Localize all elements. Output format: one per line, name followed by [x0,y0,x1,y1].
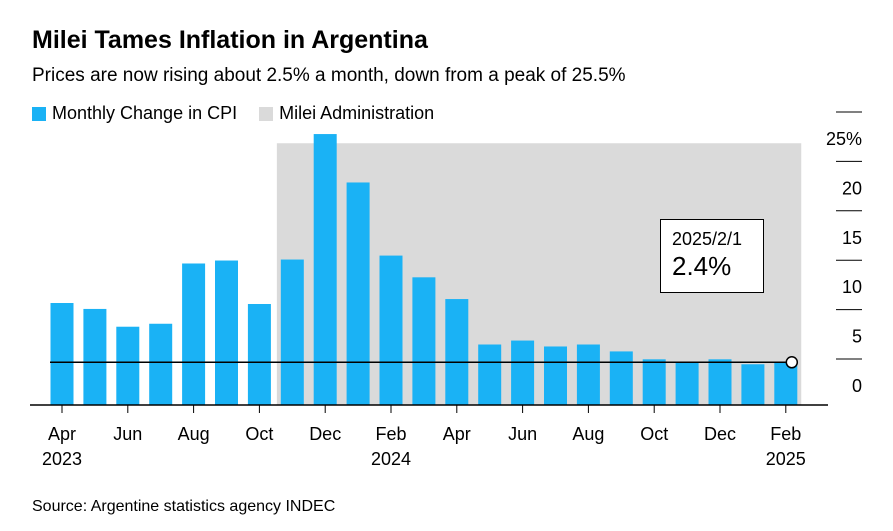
y-tick-label-20: 20 [842,178,862,198]
bar-2024-03 [412,277,436,405]
bar-2023-10 [247,303,271,405]
x-tick-label-2023-08: Aug [178,424,210,444]
bar-2023-12 [313,134,337,405]
bar-2024-02 [379,255,403,405]
y-tick-label-15: 15 [842,228,862,248]
x-tick-label-2023-06: Jun [113,424,142,444]
callout-box: 2025/2/1 2.4% [660,219,764,293]
callout-date: 2025/2/1 [672,229,743,249]
bar-2023-06 [116,326,140,405]
y-tick-label-10: 10 [842,277,862,297]
source-note: Source: Argentine statistics agency INDE… [32,498,336,515]
bar-2023-09 [215,260,238,405]
callout-value: 2.4% [672,251,732,281]
x-tick-label-2023-04: Apr [48,424,76,444]
y-tick-label-25: 25% [826,129,862,149]
x-tick-label-2025-02: Feb [770,424,801,444]
chart-subtitle: Prices are now rising about 2.5% a month… [32,65,626,86]
bar-2024-06 [511,340,535,405]
legend-item-cpi: Monthly Change in CPI [32,103,237,124]
highlight-marker [785,356,799,369]
x-tick-label-2023-12: Dec [309,424,341,444]
bar-2023-08 [182,263,206,405]
bar-2025-01 [741,364,765,405]
x-year-label-2024-02: 2024 [371,449,411,469]
bar-2024-08 [576,344,600,405]
bar-2023-11 [280,259,304,405]
x-year-label-2025-02: 2025 [766,449,806,469]
legend-label-admin: Milei Administration [279,103,435,123]
x-tick-label-2024-10: Oct [640,424,668,444]
x-tick-label-2024-02: Feb [375,424,406,444]
bar-2024-09 [609,351,633,405]
x-tick-label-2023-10: Oct [245,424,273,444]
bar-2024-01 [346,182,370,405]
x-tick-label-2024-06: Jun [508,424,537,444]
legend: Monthly Change in CPI Milei Administrati… [32,103,456,124]
y-tick-label-0: 0 [852,376,862,396]
x-tick-label-2024-04: Apr [443,424,471,444]
legend-swatch-admin [259,106,274,121]
x-tick-label-2024-12: Dec [704,424,736,444]
bar-2023-05 [83,308,107,405]
bar-2025-02 [774,362,798,405]
bar-2024-05 [478,344,502,405]
bar-2024-10 [642,359,666,405]
legend-item-admin: Milei Administration [259,103,434,124]
legend-swatch-cpi [32,106,46,121]
bar-2024-12 [708,359,732,405]
bar-2023-07 [149,323,173,405]
chart-title: Milei Tames Inflation in Argentina [32,26,428,54]
bar-2024-07 [544,346,567,405]
bar-2024-11 [675,362,699,405]
y-tick-label-5: 5 [852,327,862,347]
legend-label-cpi: Monthly Change in CPI [52,103,238,123]
x-year-label-2023-04: 2023 [42,449,82,469]
bar-2024-04 [445,299,469,405]
x-tick-label-2024-08: Aug [572,424,604,444]
bar-2023-04 [50,303,74,405]
